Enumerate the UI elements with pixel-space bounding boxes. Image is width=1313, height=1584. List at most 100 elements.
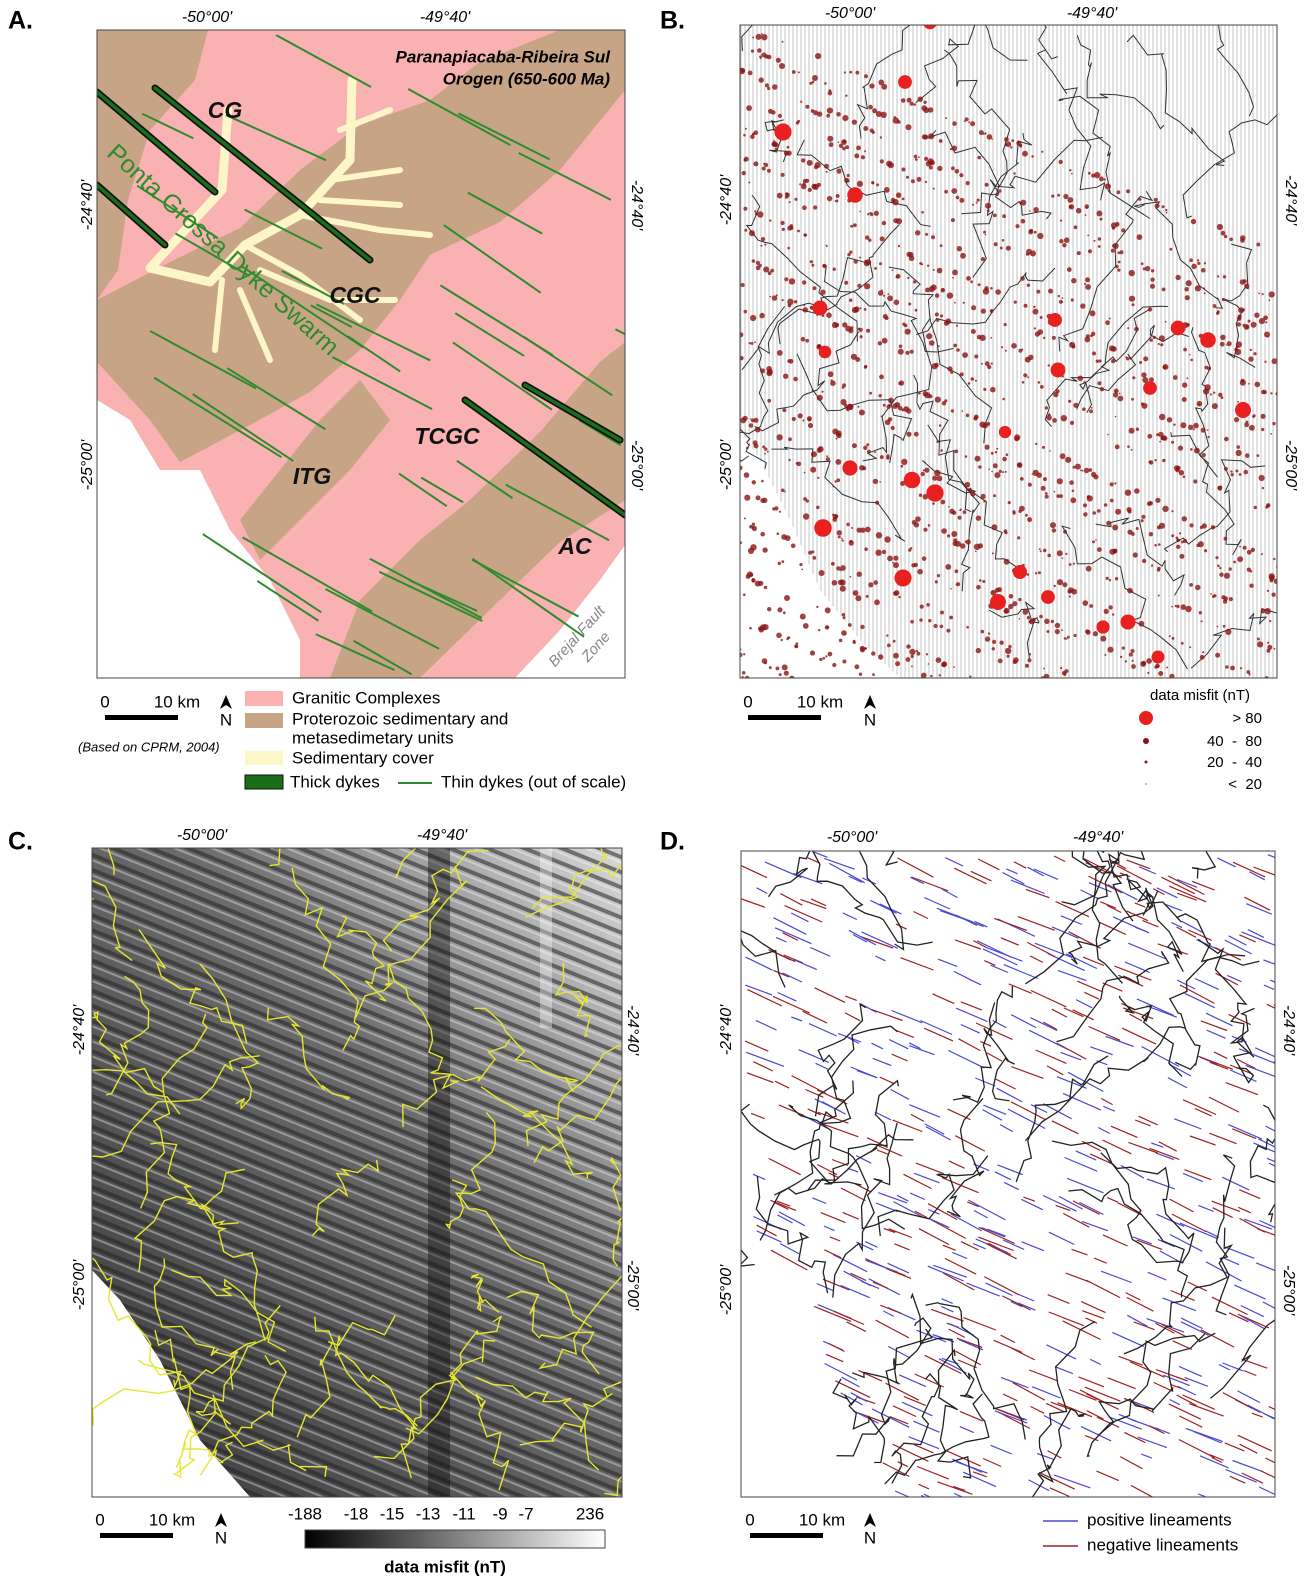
misfit-point [1270,433,1272,435]
misfit-point [997,587,1002,592]
misfit-point [744,159,747,162]
misfit-point [1154,544,1157,547]
misfit-point [1073,563,1075,565]
legend-swatch [245,751,283,765]
misfit-point [788,437,792,441]
misfit-point [1085,337,1091,343]
misfit-point [899,345,903,349]
misfit-point [1169,777,1174,782]
misfit-point [1004,695,1010,701]
misfit-point [869,83,874,88]
misfit-point [931,284,937,290]
misfit-point [1018,598,1021,601]
misfit-point [1150,278,1154,282]
misfit-point [829,142,834,147]
misfit-point [901,98,906,103]
misfit-point [1242,324,1245,327]
misfit-point [1086,207,1088,209]
misfit-point [939,707,943,711]
misfit-point [1193,814,1197,818]
misfit-point [767,87,770,90]
misfit-point [867,213,869,215]
misfit-point [839,639,843,643]
misfit-point [1097,812,1102,817]
misfit-point [1072,466,1075,469]
misfit-point [1067,636,1070,639]
misfit-point [1125,660,1127,662]
misfit-point [905,351,909,355]
misfit-point [935,313,939,317]
misfit-point [754,341,756,343]
misfit-point [976,648,981,653]
misfit-point [794,198,797,201]
misfit-point [1129,357,1131,359]
misfit-point [1233,561,1236,564]
misfit-point [991,591,993,593]
misfit-point [777,193,783,199]
misfit-point [812,681,816,685]
misfit-point [961,717,964,720]
misfit-point [1037,233,1043,239]
colorbar-tick-label: -15 [380,1504,405,1523]
misfit-point [823,657,826,660]
misfit-point [860,307,862,309]
misfit-point [1264,361,1266,363]
misfit-point [1274,648,1276,650]
misfit-point [879,394,882,397]
misfit-point [965,482,971,488]
misfit-point [744,495,750,501]
misfit-point [827,136,833,142]
misfit-point [1263,390,1267,394]
misfit-point [1138,198,1141,201]
misfit-point [782,299,784,301]
misfit-point [993,463,998,468]
misfit-point [748,548,754,554]
misfit-point [787,359,791,363]
misfit-point [1011,707,1016,712]
legend-label: metasedimetary units [292,728,454,747]
misfit-point [1098,381,1102,385]
misfit-point [1165,209,1167,211]
misfit-point [805,105,809,109]
misfit-point [1115,416,1117,418]
misfit-point [827,196,832,201]
misfit-point [1174,465,1180,471]
misfit-point [1088,249,1092,253]
misfit-point [1136,428,1139,431]
misfit-point [868,105,873,110]
misfit-point [1224,573,1230,579]
misfit-point [917,747,923,753]
misfit-point [953,344,957,348]
misfit-point [1018,697,1024,703]
misfit-point [859,257,861,259]
misfit-point [1104,178,1106,180]
misfit-point [1035,443,1037,445]
misfit-point [799,183,801,185]
misfit-point [1115,509,1121,515]
latitude-label: -25°00' [718,1264,735,1315]
misfit-point [1182,516,1187,521]
misfit-point [969,713,975,719]
misfit-point [1061,629,1063,631]
misfit-point [1096,737,1099,740]
misfit-point [995,289,1001,295]
misfit-point [1193,423,1199,429]
misfit-point [971,329,976,334]
misfit-point [1048,714,1050,716]
misfit-point [1179,554,1184,559]
misfit-point [1132,303,1135,306]
misfit-point [887,644,891,648]
misfit-point [811,184,816,189]
misfit-point [1186,377,1188,379]
misfit-point [1043,337,1045,339]
misfit-point [865,259,871,265]
misfit-point [1040,385,1044,389]
misfit-point [1159,523,1165,529]
misfit-point [1075,464,1081,470]
misfit-point [1022,381,1025,384]
misfit-point [966,685,971,690]
misfit-point [1189,258,1193,262]
misfit-point [906,432,911,437]
misfit-point [952,740,955,743]
misfit-point [1043,477,1047,481]
